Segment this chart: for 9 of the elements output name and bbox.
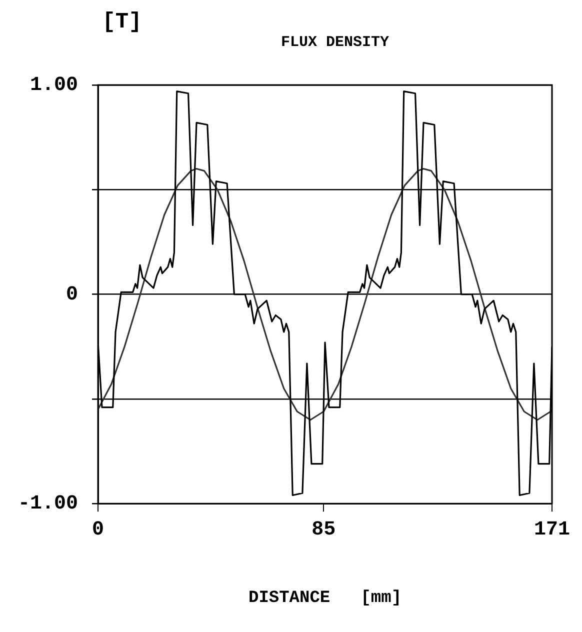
x-tick-label: 0	[92, 518, 104, 542]
x-tick-label: 85	[312, 518, 336, 542]
y-axis-title: [T]	[102, 10, 142, 35]
y-tick-label: 0	[66, 283, 78, 306]
x-tick-label: 171	[534, 518, 570, 542]
x-axis-title: DISTANCE [mm]	[248, 589, 402, 608]
y-tick-label: 1.00	[30, 74, 78, 98]
chart-title: FLUX DENSITY	[280, 34, 390, 51]
y-tick-label: -1.00	[18, 492, 78, 516]
